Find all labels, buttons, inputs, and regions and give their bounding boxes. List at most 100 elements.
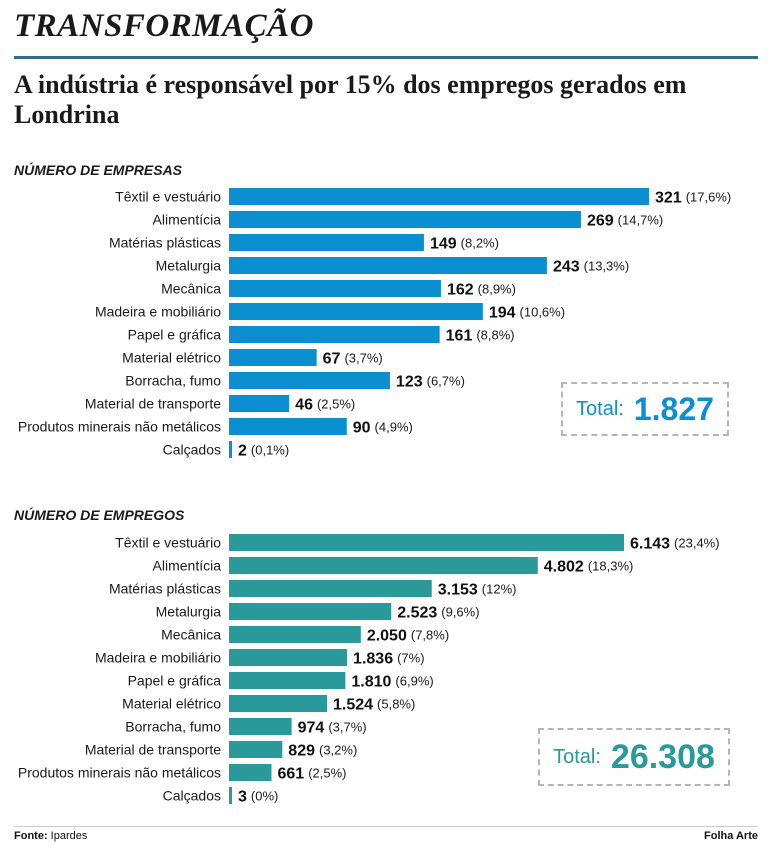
companies-bar: [229, 326, 440, 343]
companies-bar: [229, 303, 483, 320]
companies-category-label: Metalurgia: [156, 258, 222, 274]
companies-category-label: Borracha, fumo: [125, 373, 221, 389]
companies-category-label: Papel e gráfica: [128, 327, 222, 343]
companies-percent-label: (8,9%): [478, 282, 516, 297]
companies-bar: [229, 418, 347, 435]
jobs-value-label: 1.810: [351, 674, 391, 691]
companies-category-label: Calçados: [163, 442, 221, 458]
jobs-bar-chart: Têxtil e vestuário 6.143 (23,4%) Alimentíci…: [18, 534, 720, 806]
credit: Folha Arte: [704, 830, 758, 842]
companies-value-label: 161: [446, 328, 473, 345]
companies-bar: [229, 280, 441, 297]
jobs-value-label: 6.143: [630, 536, 670, 553]
jobs-value-label: 974: [298, 720, 325, 737]
jobs-chart: Têxtil e vestuário 6.143 (23,4%) Alimentíci…: [0, 534, 770, 829]
companies-percent-label: (6,7%): [427, 374, 465, 389]
companies-percent-label: (8,8%): [476, 328, 514, 343]
companies-total-value: 1.827: [633, 390, 714, 427]
jobs-value-label: 2.050: [367, 628, 407, 645]
companies-bar: [229, 372, 390, 389]
source-label: Fonte:: [14, 830, 48, 842]
jobs-bar: [229, 580, 432, 597]
jobs-percent-label: (3,7%): [328, 720, 366, 735]
companies-bar: [229, 257, 547, 274]
companies-category-label: Produtos minerais não metálicos: [18, 419, 221, 435]
jobs-bar: [229, 603, 392, 620]
jobs-total-label: Total:: [553, 745, 601, 768]
companies-percent-label: (4,9%): [375, 420, 413, 435]
jobs-category-label: Calçados: [163, 788, 221, 804]
jobs-bar: [229, 626, 361, 643]
jobs-total-box: Total: 26.308: [538, 728, 730, 786]
jobs-bar: [229, 741, 283, 758]
companies-value-label: 90: [353, 420, 371, 437]
companies-value-label: 269: [587, 213, 614, 230]
companies-value-label: 162: [447, 282, 474, 299]
companies-category-label: Mecânica: [161, 281, 221, 297]
header-rule: [14, 56, 758, 59]
companies-chart-title: NÚMERO DE EMPRESAS: [14, 162, 183, 178]
jobs-value-label: 661: [278, 766, 305, 783]
companies-value-label: 67: [323, 351, 341, 368]
jobs-value-label: 3.153: [438, 582, 478, 599]
headline: A indústria é responsável por 15% dos em…: [14, 70, 687, 129]
companies-value-label: 194: [489, 305, 516, 322]
companies-value-label: 46: [295, 397, 313, 414]
jobs-bar: [229, 718, 292, 735]
companies-value-label: 123: [396, 374, 423, 391]
companies-category-label: Alimentícia: [153, 212, 222, 228]
companies-bar: [229, 395, 290, 412]
companies-bar: [229, 188, 649, 205]
companies-value-label: 2: [238, 443, 247, 460]
companies-value-label: 149: [430, 236, 457, 253]
jobs-bar: [229, 649, 348, 666]
companies-percent-label: (0,1%): [251, 443, 289, 458]
jobs-value-label: 1.836: [353, 651, 393, 668]
companies-percent-label: (14,7%): [618, 213, 664, 228]
jobs-bar: [229, 787, 232, 804]
companies-category-label: Material elétrico: [122, 350, 221, 366]
jobs-bar: [229, 534, 624, 551]
companies-category-label: Madeira e mobiliário: [95, 304, 221, 320]
jobs-percent-label: (23,4%): [674, 536, 720, 551]
companies-bar: [229, 211, 581, 228]
companies-category-label: Têxtil e vestuário: [115, 189, 221, 205]
companies-bar: [229, 349, 317, 366]
companies-percent-label: (3,7%): [344, 351, 382, 366]
jobs-percent-label: (7%): [397, 651, 424, 666]
jobs-category-label: Matérias plásticas: [109, 581, 221, 597]
jobs-chart-title: NÚMERO DE EMPREGOS: [14, 507, 185, 523]
jobs-value-label: 3: [238, 789, 247, 806]
jobs-bar: [229, 695, 327, 712]
companies-percent-label: (13,3%): [584, 259, 630, 274]
jobs-percent-label: (3,2%): [319, 743, 357, 758]
jobs-value-label: 1.524: [333, 697, 373, 714]
companies-category-label: Matérias plásticas: [109, 235, 221, 251]
companies-percent-label: (17,6%): [686, 190, 732, 205]
footer-rule: [14, 826, 758, 827]
jobs-bar: [229, 557, 538, 574]
jobs-percent-label: (18,3%): [588, 559, 634, 574]
jobs-percent-label: (7,8%): [411, 628, 449, 643]
jobs-category-label: Mecânica: [161, 627, 221, 643]
jobs-total-value: 26.308: [610, 737, 715, 776]
companies-percent-label: (8,2%): [461, 236, 499, 251]
jobs-bar: [229, 672, 346, 689]
companies-total-box: Total: 1.827: [561, 382, 729, 436]
jobs-bar: [229, 764, 272, 781]
jobs-category-label: Metalurgia: [156, 604, 222, 620]
companies-value-label: 243: [553, 259, 580, 276]
companies-percent-label: (10,6%): [520, 305, 566, 320]
kicker: TRANSFORMAÇÃO: [14, 8, 314, 44]
jobs-category-label: Têxtil e vestuário: [115, 535, 221, 551]
source: Fonte: Ipardes: [14, 830, 87, 842]
jobs-value-label: 4.802: [544, 559, 584, 576]
jobs-percent-label: (12%): [482, 582, 517, 597]
jobs-percent-label: (5,8%): [377, 697, 415, 712]
jobs-percent-label: (0%): [251, 789, 278, 804]
companies-bar-chart: Têxtil e vestuário 321 (17,6%) Alimentícia 2…: [18, 188, 732, 460]
jobs-category-label: Papel e gráfica: [128, 673, 222, 689]
jobs-category-label: Material de transporte: [85, 742, 221, 758]
jobs-value-label: 2.523: [397, 605, 437, 622]
jobs-category-label: Madeira e mobiliário: [95, 650, 221, 666]
